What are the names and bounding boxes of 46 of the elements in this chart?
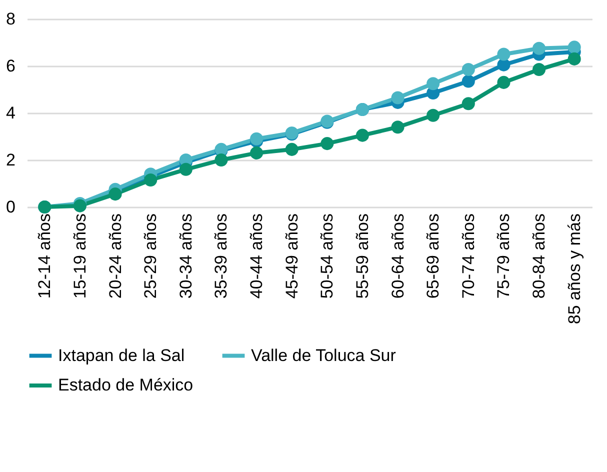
legend-label: Estado de México — [58, 376, 194, 394]
point — [568, 52, 581, 66]
point — [462, 74, 475, 88]
point — [214, 153, 228, 167]
point — [391, 91, 404, 104]
point — [250, 132, 264, 146]
point — [462, 63, 475, 76]
x-tick-label: 30-34 años — [176, 214, 196, 299]
point — [426, 77, 440, 90]
point — [144, 173, 158, 186]
point — [568, 40, 581, 54]
point — [108, 188, 122, 201]
point — [356, 128, 369, 142]
x-tick-label: 20-24 años — [106, 214, 125, 299]
x-tick-label: 60-64 años — [388, 214, 408, 299]
x-tick-label: 40-44 años — [247, 214, 266, 299]
point — [426, 108, 440, 122]
point — [497, 76, 510, 89]
point — [391, 120, 404, 134]
x-tick-label: 85 años y más — [564, 214, 584, 324]
x-tick-label: 80-84 años — [530, 214, 549, 299]
point — [497, 48, 510, 61]
y-tick-label: 0 — [6, 198, 16, 216]
x-tick-label: 65-69 años — [424, 214, 443, 299]
x-tick-label: 75-79 años — [494, 214, 514, 299]
legend-label: Valle de Toluca Sur — [251, 346, 396, 365]
point — [285, 142, 298, 156]
x-tick-label: 45-49 años — [282, 214, 302, 299]
y-tick-label: 2 — [6, 150, 16, 170]
y-tick-label: 6 — [6, 56, 16, 76]
point — [532, 42, 546, 55]
legend-label: Ixtapan de la Sal — [58, 346, 185, 365]
y-tick-label: 4 — [6, 104, 16, 122]
point — [462, 97, 475, 110]
point — [250, 146, 264, 160]
x-tick-label: 35-39 años — [212, 214, 231, 299]
y-tick-label: 8 — [6, 10, 16, 28]
x-tick-label: 55-59 años — [352, 214, 372, 299]
point — [320, 137, 334, 150]
x-tick-label: 70-74 años — [458, 214, 478, 299]
point — [532, 63, 546, 76]
x-tick-label: 12-14 años — [35, 214, 54, 299]
x-tick-label: 50-54 años — [318, 214, 337, 299]
x-tick-label: 15-19 años — [70, 214, 90, 299]
point — [179, 162, 192, 176]
x-tick-label: 25-29 años — [141, 214, 160, 299]
